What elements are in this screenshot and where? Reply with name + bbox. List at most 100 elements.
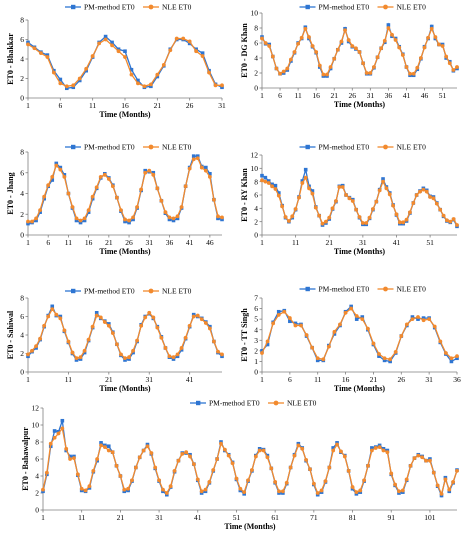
y-tick-label: 8 — [20, 16, 24, 25]
x-tick-label: 11 — [78, 513, 85, 522]
data-point-nle — [408, 210, 412, 215]
data-point-nle — [273, 187, 278, 191]
data-point-pm — [382, 358, 387, 363]
data-point-nle — [62, 175, 67, 179]
data-point-nle — [428, 195, 433, 199]
data-point-nle — [390, 32, 394, 37]
data-point-nle — [151, 315, 156, 320]
data-point-nle — [46, 314, 51, 319]
data-point-nle — [263, 41, 268, 45]
data-point-nle — [246, 478, 250, 483]
data-point-nle — [116, 49, 121, 54]
legend-label-pm: PM-method ET0 — [84, 3, 135, 12]
data-point-nle — [288, 57, 293, 62]
data-point-pm — [187, 41, 192, 46]
data-point-nle — [211, 468, 216, 472]
data-point-nle — [310, 191, 315, 196]
data-point-nle — [71, 83, 76, 88]
data-point-nle — [384, 186, 389, 191]
data-point-nle — [110, 184, 115, 189]
x-tick-label: 36 — [166, 238, 174, 247]
data-point-nle — [435, 483, 440, 488]
data-point-nle — [145, 444, 150, 449]
data-point-nle — [374, 199, 379, 204]
data-point-pm — [377, 354, 381, 358]
data-point-nle — [163, 210, 168, 215]
data-point-nle — [347, 196, 352, 201]
data-point-nle — [277, 489, 281, 494]
data-point-pm — [300, 179, 305, 183]
data-point-nle — [242, 490, 247, 495]
data-point-pm — [370, 446, 374, 450]
data-point-pm — [71, 85, 76, 90]
data-point-pm — [310, 189, 315, 193]
data-point-nle — [371, 341, 376, 346]
legend-marker-nle — [383, 286, 388, 292]
data-point-nle — [82, 348, 87, 353]
data-point-nle — [90, 194, 95, 199]
data-point-nle — [280, 204, 285, 209]
data-point-nle — [58, 81, 63, 86]
legend-marker-pm — [71, 4, 76, 10]
data-point-nle — [187, 39, 192, 44]
data-point-nle — [119, 352, 123, 357]
data-point-nle — [381, 448, 386, 453]
data-point-nle — [391, 203, 396, 208]
data-point-nle — [451, 217, 456, 221]
data-point-nle — [364, 221, 369, 225]
data-point-nle — [400, 53, 405, 57]
x-tick-label: 11 — [65, 375, 72, 384]
data-point-nle — [421, 318, 426, 323]
data-point-nle — [399, 334, 404, 338]
data-point-nle — [30, 219, 34, 224]
data-point-nle — [424, 458, 428, 463]
y-tick-label: 8 — [254, 24, 258, 33]
data-point-nle — [297, 195, 301, 200]
data-point-nle — [46, 183, 51, 188]
data-point-nle — [260, 351, 264, 355]
data-point-nle — [304, 333, 309, 337]
data-point-nle — [174, 36, 179, 41]
data-point-nle — [143, 170, 148, 175]
x-tick-label: 51 — [233, 513, 241, 522]
data-point-pm — [151, 170, 156, 175]
data-point-nle — [327, 215, 332, 220]
data-point-pm — [386, 23, 391, 27]
data-point-pm — [276, 309, 281, 314]
legend-label-pm: PM-method ET0 — [209, 399, 260, 408]
legend-marker-pm — [196, 400, 201, 406]
legend: PM-method ET0 NLE ET0 — [299, 285, 426, 294]
data-point-nle — [44, 470, 49, 475]
data-point-nle — [428, 458, 432, 463]
x-tick-label: 11 — [65, 238, 72, 247]
x-tick-label: 1 — [41, 513, 45, 522]
data-point-nle — [443, 477, 448, 482]
data-point-nle — [265, 455, 270, 460]
data-point-nle — [382, 38, 387, 43]
data-point-nle — [167, 354, 172, 359]
data-point-nle — [393, 482, 397, 487]
data-point-nle — [147, 310, 152, 315]
x-tick-label: 41 — [194, 513, 202, 522]
data-point-nle — [455, 65, 459, 69]
legend: PM-method ET0 NLE ET0 — [65, 3, 192, 12]
data-point-nle — [433, 35, 438, 39]
data-point-nle — [200, 54, 205, 58]
data-point-nle — [282, 309, 287, 314]
data-point-nle — [319, 488, 324, 493]
legend-marker-pm — [71, 144, 76, 150]
data-point-pm — [260, 349, 264, 353]
data-point-nle — [299, 35, 304, 40]
data-point-nle — [54, 312, 59, 317]
data-point-nle — [371, 207, 375, 211]
y-tick-label: 4 — [20, 331, 24, 340]
y-tick-label: 8 — [35, 438, 39, 447]
legend-marker-nle — [148, 144, 154, 150]
data-point-nle — [448, 219, 453, 224]
data-point-pm — [260, 173, 264, 178]
data-point-nle — [377, 445, 382, 449]
data-point-nle — [265, 339, 270, 344]
data-point-nle — [148, 82, 153, 87]
data-point-nle — [102, 172, 107, 177]
